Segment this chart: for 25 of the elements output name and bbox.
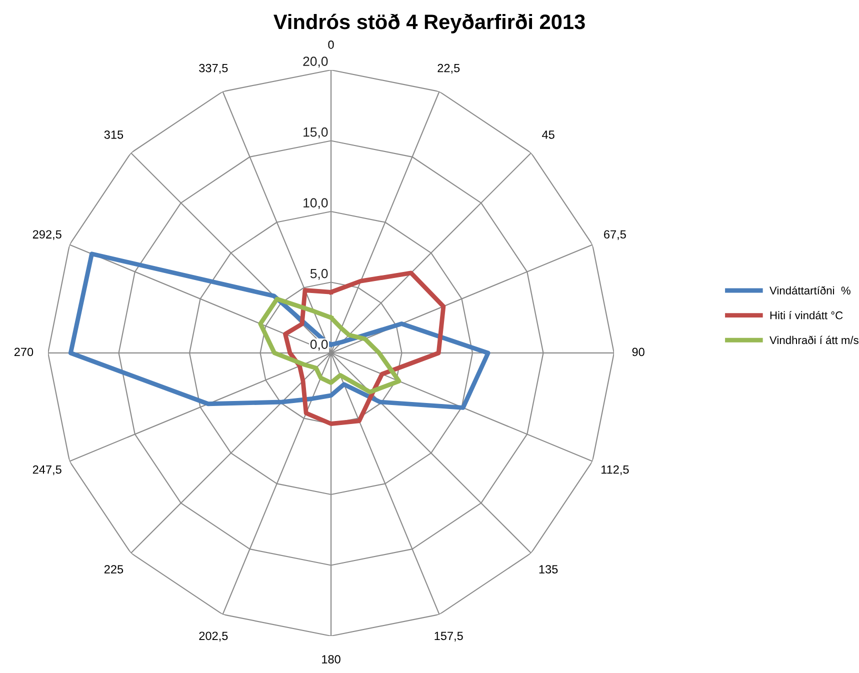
y-tick-label: 0,0 bbox=[310, 340, 328, 351]
spoke-label: 225 bbox=[104, 565, 124, 574]
spoke-label: 67,5 bbox=[604, 230, 626, 240]
y-tick-label: 10,0 bbox=[304, 198, 328, 210]
spoke-label: 315 bbox=[104, 130, 124, 139]
legend-label: Vindáttartíðni % bbox=[770, 286, 850, 294]
y-tick-label: 15,0 bbox=[304, 127, 328, 138]
spoke-label: 337,5 bbox=[199, 64, 228, 74]
legend-label: Vindhraði í átt m/s bbox=[770, 336, 858, 344]
spoke-label: 180 bbox=[322, 655, 340, 664]
spoke-label: 270 bbox=[14, 348, 34, 356]
spoke-label: 157,5 bbox=[434, 632, 463, 642]
y-tick-label: 5,0 bbox=[310, 268, 328, 280]
spoke-label: 135 bbox=[539, 565, 558, 574]
spoke-label: 45 bbox=[542, 130, 554, 139]
spoke-label: 112,5 bbox=[601, 465, 629, 476]
spoke-label: 247,5 bbox=[32, 465, 62, 476]
legend-label: Hiti í vindátt °C bbox=[770, 311, 843, 320]
spoke-label: 202,5 bbox=[199, 632, 228, 642]
spoke-label: 90 bbox=[632, 348, 644, 356]
spoke-label: 0 bbox=[328, 40, 334, 49]
y-tick-label: 20,0 bbox=[303, 56, 328, 68]
spoke-label: 292,5 bbox=[32, 230, 62, 240]
chart-title: Vindrós stöð 4 Reyðarfirði 2013 bbox=[274, 14, 585, 34]
spoke-label: 22,5 bbox=[438, 64, 460, 74]
